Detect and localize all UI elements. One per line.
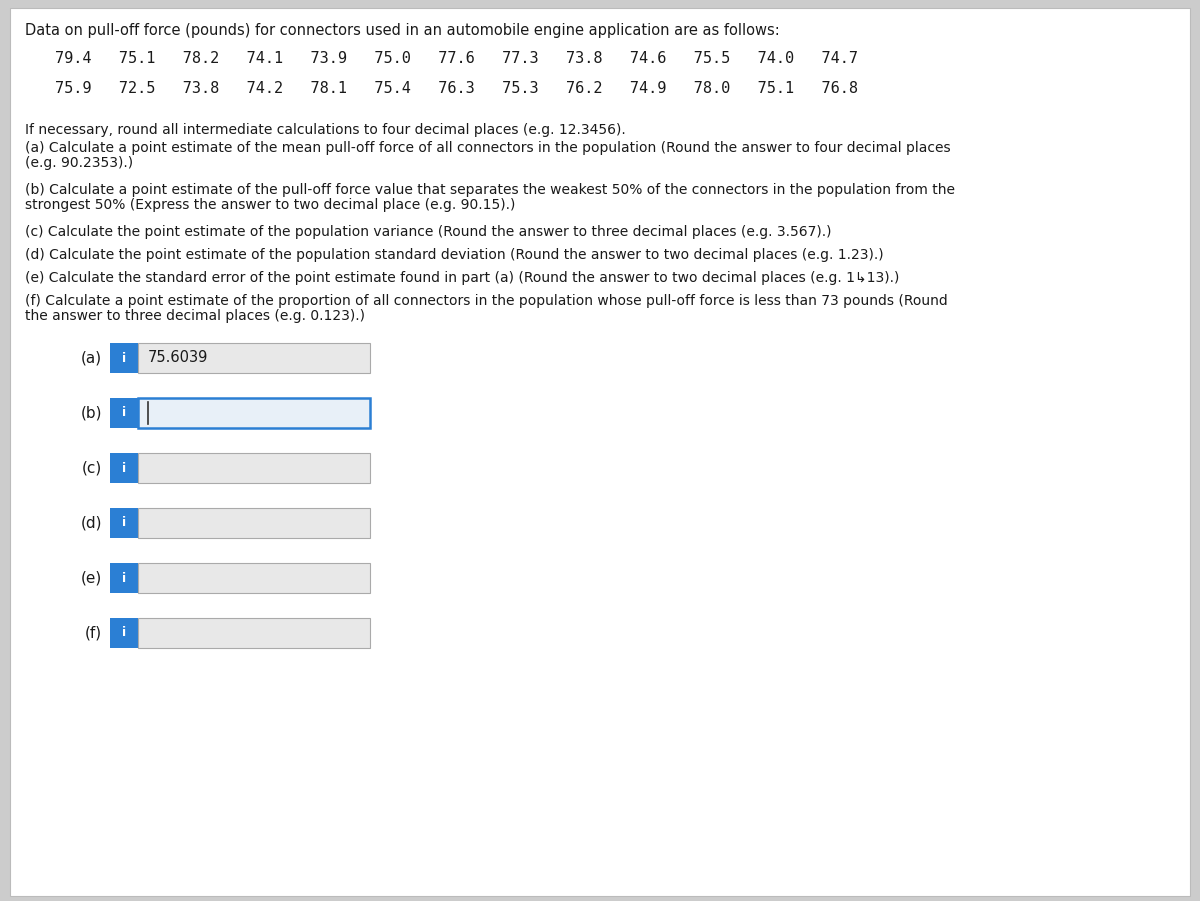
FancyBboxPatch shape [138,453,370,483]
FancyBboxPatch shape [110,508,138,538]
Text: (a): (a) [80,350,102,366]
Text: (c): (c) [82,460,102,476]
Text: (e) Calculate the standard error of the point estimate found in part (a) (Round : (e) Calculate the standard error of the … [25,271,899,285]
Text: the answer to three decimal places (e.g. 0.123).): the answer to three decimal places (e.g.… [25,309,365,323]
Text: (b): (b) [80,405,102,421]
FancyBboxPatch shape [138,618,370,648]
FancyBboxPatch shape [110,563,138,593]
Text: (f): (f) [85,625,102,641]
Text: (b) Calculate a point estimate of the pull-off force value that separates the we: (b) Calculate a point estimate of the pu… [25,183,955,197]
Text: (e): (e) [80,570,102,586]
Text: 79.4   75.1   78.2   74.1   73.9   75.0   77.6   77.3   73.8   74.6   75.5   74.: 79.4 75.1 78.2 74.1 73.9 75.0 77.6 77.3 … [55,51,858,66]
Text: (c) Calculate the point estimate of the population variance (Round the answer to: (c) Calculate the point estimate of the … [25,225,832,239]
FancyBboxPatch shape [10,8,1190,896]
Text: 75.6039: 75.6039 [148,350,209,366]
Text: If necessary, round all intermediate calculations to four decimal places (e.g. 1: If necessary, round all intermediate cal… [25,123,625,137]
Text: strongest 50% (Express the answer to two decimal place (e.g. 90.15).): strongest 50% (Express the answer to two… [25,198,515,212]
FancyBboxPatch shape [138,508,370,538]
Text: (d): (d) [80,515,102,531]
Text: Data on pull-off force (pounds) for connectors used in an automobile engine appl: Data on pull-off force (pounds) for conn… [25,23,780,38]
Text: i: i [122,351,126,365]
Text: i: i [122,571,126,585]
FancyBboxPatch shape [110,398,138,428]
FancyBboxPatch shape [138,563,370,593]
Text: (a) Calculate a point estimate of the mean pull-off force of all connectors in t: (a) Calculate a point estimate of the me… [25,141,950,155]
FancyBboxPatch shape [110,618,138,648]
Text: (e.g. 90.2353).): (e.g. 90.2353).) [25,156,133,170]
Text: 75.9   72.5   73.8   74.2   78.1   75.4   76.3   75.3   76.2   74.9   78.0   75.: 75.9 72.5 73.8 74.2 78.1 75.4 76.3 75.3 … [55,81,858,96]
Text: (d) Calculate the point estimate of the population standard deviation (Round the: (d) Calculate the point estimate of the … [25,248,883,262]
Text: i: i [122,516,126,530]
Text: i: i [122,406,126,420]
Text: (f) Calculate a point estimate of the proportion of all connectors in the popula: (f) Calculate a point estimate of the pr… [25,294,948,308]
FancyBboxPatch shape [138,398,370,428]
Text: i: i [122,626,126,640]
FancyBboxPatch shape [110,343,138,373]
FancyBboxPatch shape [138,343,370,373]
Text: i: i [122,461,126,475]
FancyBboxPatch shape [110,453,138,483]
